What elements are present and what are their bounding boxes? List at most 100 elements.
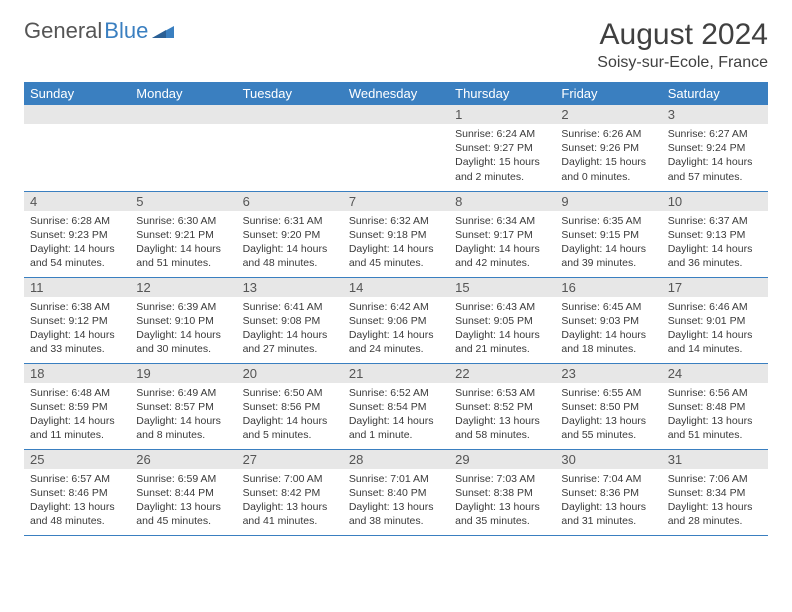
day-info: Sunrise: 6:50 AMSunset: 8:56 PMDaylight:… — [237, 383, 343, 445]
day-number: 7 — [343, 192, 449, 211]
calendar-day-cell: 9Sunrise: 6:35 AMSunset: 9:15 PMDaylight… — [555, 191, 661, 277]
calendar-day-cell: 18Sunrise: 6:48 AMSunset: 8:59 PMDayligh… — [24, 363, 130, 449]
calendar-day-cell — [24, 105, 130, 191]
calendar-day-cell: 10Sunrise: 6:37 AMSunset: 9:13 PMDayligh… — [662, 191, 768, 277]
day-info: Sunrise: 6:24 AMSunset: 9:27 PMDaylight:… — [449, 124, 555, 186]
calendar-week-row: 1Sunrise: 6:24 AMSunset: 9:27 PMDaylight… — [24, 105, 768, 191]
day-info: Sunrise: 7:04 AMSunset: 8:36 PMDaylight:… — [555, 469, 661, 531]
day-number: 1 — [449, 105, 555, 124]
header: GeneralBlue August 2024 Soisy-sur-Ecole,… — [24, 18, 768, 72]
day-number: 3 — [662, 105, 768, 124]
day-number: 12 — [130, 278, 236, 297]
day-number: 14 — [343, 278, 449, 297]
location: Soisy-sur-Ecole, France — [597, 54, 768, 72]
calendar-day-cell: 5Sunrise: 6:30 AMSunset: 9:21 PMDaylight… — [130, 191, 236, 277]
day-number-empty — [130, 105, 236, 124]
calendar-day-cell: 27Sunrise: 7:00 AMSunset: 8:42 PMDayligh… — [237, 449, 343, 535]
calendar-day-cell: 14Sunrise: 6:42 AMSunset: 9:06 PMDayligh… — [343, 277, 449, 363]
day-number: 11 — [24, 278, 130, 297]
calendar-day-cell: 12Sunrise: 6:39 AMSunset: 9:10 PMDayligh… — [130, 277, 236, 363]
day-number: 28 — [343, 450, 449, 469]
day-info: Sunrise: 7:03 AMSunset: 8:38 PMDaylight:… — [449, 469, 555, 531]
weekday-header: Monday — [130, 82, 236, 105]
day-info: Sunrise: 6:42 AMSunset: 9:06 PMDaylight:… — [343, 297, 449, 359]
day-number: 22 — [449, 364, 555, 383]
day-number-empty — [237, 105, 343, 124]
day-info: Sunrise: 6:28 AMSunset: 9:23 PMDaylight:… — [24, 211, 130, 273]
month-title: August 2024 — [597, 18, 768, 52]
day-number: 27 — [237, 450, 343, 469]
calendar-week-row: 25Sunrise: 6:57 AMSunset: 8:46 PMDayligh… — [24, 449, 768, 535]
day-info: Sunrise: 6:30 AMSunset: 9:21 PMDaylight:… — [130, 211, 236, 273]
day-info: Sunrise: 6:35 AMSunset: 9:15 PMDaylight:… — [555, 211, 661, 273]
day-info: Sunrise: 6:57 AMSunset: 8:46 PMDaylight:… — [24, 469, 130, 531]
weekday-header: Friday — [555, 82, 661, 105]
day-info: Sunrise: 6:56 AMSunset: 8:48 PMDaylight:… — [662, 383, 768, 445]
day-number: 6 — [237, 192, 343, 211]
calendar-day-cell: 29Sunrise: 7:03 AMSunset: 8:38 PMDayligh… — [449, 449, 555, 535]
day-info: Sunrise: 6:55 AMSunset: 8:50 PMDaylight:… — [555, 383, 661, 445]
calendar-day-cell: 6Sunrise: 6:31 AMSunset: 9:20 PMDaylight… — [237, 191, 343, 277]
weekday-header: Wednesday — [343, 82, 449, 105]
day-number: 15 — [449, 278, 555, 297]
calendar-day-cell: 19Sunrise: 6:49 AMSunset: 8:57 PMDayligh… — [130, 363, 236, 449]
logo-text-blue: Blue — [104, 18, 148, 44]
logo: GeneralBlue — [24, 18, 174, 44]
day-info: Sunrise: 6:45 AMSunset: 9:03 PMDaylight:… — [555, 297, 661, 359]
day-number-empty — [24, 105, 130, 124]
day-number: 29 — [449, 450, 555, 469]
day-info: Sunrise: 6:38 AMSunset: 9:12 PMDaylight:… — [24, 297, 130, 359]
day-number: 13 — [237, 278, 343, 297]
day-number: 30 — [555, 450, 661, 469]
calendar-day-cell — [130, 105, 236, 191]
calendar-day-cell: 23Sunrise: 6:55 AMSunset: 8:50 PMDayligh… — [555, 363, 661, 449]
day-info: Sunrise: 6:53 AMSunset: 8:52 PMDaylight:… — [449, 383, 555, 445]
calendar-week-row: 4Sunrise: 6:28 AMSunset: 9:23 PMDaylight… — [24, 191, 768, 277]
day-info: Sunrise: 6:43 AMSunset: 9:05 PMDaylight:… — [449, 297, 555, 359]
calendar-day-cell: 13Sunrise: 6:41 AMSunset: 9:08 PMDayligh… — [237, 277, 343, 363]
calendar-day-cell: 24Sunrise: 6:56 AMSunset: 8:48 PMDayligh… — [662, 363, 768, 449]
day-number: 31 — [662, 450, 768, 469]
calendar-day-cell: 8Sunrise: 6:34 AMSunset: 9:17 PMDaylight… — [449, 191, 555, 277]
logo-text-general: General — [24, 18, 102, 44]
calendar-day-cell: 30Sunrise: 7:04 AMSunset: 8:36 PMDayligh… — [555, 449, 661, 535]
calendar-day-cell: 4Sunrise: 6:28 AMSunset: 9:23 PMDaylight… — [24, 191, 130, 277]
day-number: 8 — [449, 192, 555, 211]
calendar-body: 1Sunrise: 6:24 AMSunset: 9:27 PMDaylight… — [24, 105, 768, 535]
weekday-header: Thursday — [449, 82, 555, 105]
day-number: 9 — [555, 192, 661, 211]
day-number: 16 — [555, 278, 661, 297]
day-info: Sunrise: 7:06 AMSunset: 8:34 PMDaylight:… — [662, 469, 768, 531]
calendar-day-cell: 16Sunrise: 6:45 AMSunset: 9:03 PMDayligh… — [555, 277, 661, 363]
day-info: Sunrise: 6:27 AMSunset: 9:24 PMDaylight:… — [662, 124, 768, 186]
weekday-header: Saturday — [662, 82, 768, 105]
day-info: Sunrise: 6:39 AMSunset: 9:10 PMDaylight:… — [130, 297, 236, 359]
logo-triangle-icon — [152, 18, 174, 44]
weekday-header: Sunday — [24, 82, 130, 105]
day-number: 23 — [555, 364, 661, 383]
day-number: 26 — [130, 450, 236, 469]
day-number: 20 — [237, 364, 343, 383]
calendar-day-cell: 17Sunrise: 6:46 AMSunset: 9:01 PMDayligh… — [662, 277, 768, 363]
day-info: Sunrise: 6:59 AMSunset: 8:44 PMDaylight:… — [130, 469, 236, 531]
calendar-page: GeneralBlue August 2024 Soisy-sur-Ecole,… — [0, 0, 792, 548]
day-number-empty — [343, 105, 449, 124]
day-number: 4 — [24, 192, 130, 211]
day-info: Sunrise: 6:31 AMSunset: 9:20 PMDaylight:… — [237, 211, 343, 273]
weekday-header-row: SundayMondayTuesdayWednesdayThursdayFrid… — [24, 82, 768, 105]
calendar-day-cell: 2Sunrise: 6:26 AMSunset: 9:26 PMDaylight… — [555, 105, 661, 191]
day-info: Sunrise: 7:01 AMSunset: 8:40 PMDaylight:… — [343, 469, 449, 531]
calendar-week-row: 11Sunrise: 6:38 AMSunset: 9:12 PMDayligh… — [24, 277, 768, 363]
day-number: 18 — [24, 364, 130, 383]
calendar-day-cell: 1Sunrise: 6:24 AMSunset: 9:27 PMDaylight… — [449, 105, 555, 191]
calendar-week-row: 18Sunrise: 6:48 AMSunset: 8:59 PMDayligh… — [24, 363, 768, 449]
calendar-day-cell: 7Sunrise: 6:32 AMSunset: 9:18 PMDaylight… — [343, 191, 449, 277]
calendar-day-cell — [343, 105, 449, 191]
day-number: 17 — [662, 278, 768, 297]
day-number: 25 — [24, 450, 130, 469]
day-number: 2 — [555, 105, 661, 124]
calendar-day-cell: 22Sunrise: 6:53 AMSunset: 8:52 PMDayligh… — [449, 363, 555, 449]
day-info: Sunrise: 6:26 AMSunset: 9:26 PMDaylight:… — [555, 124, 661, 186]
calendar-day-cell: 20Sunrise: 6:50 AMSunset: 8:56 PMDayligh… — [237, 363, 343, 449]
calendar-day-cell: 21Sunrise: 6:52 AMSunset: 8:54 PMDayligh… — [343, 363, 449, 449]
